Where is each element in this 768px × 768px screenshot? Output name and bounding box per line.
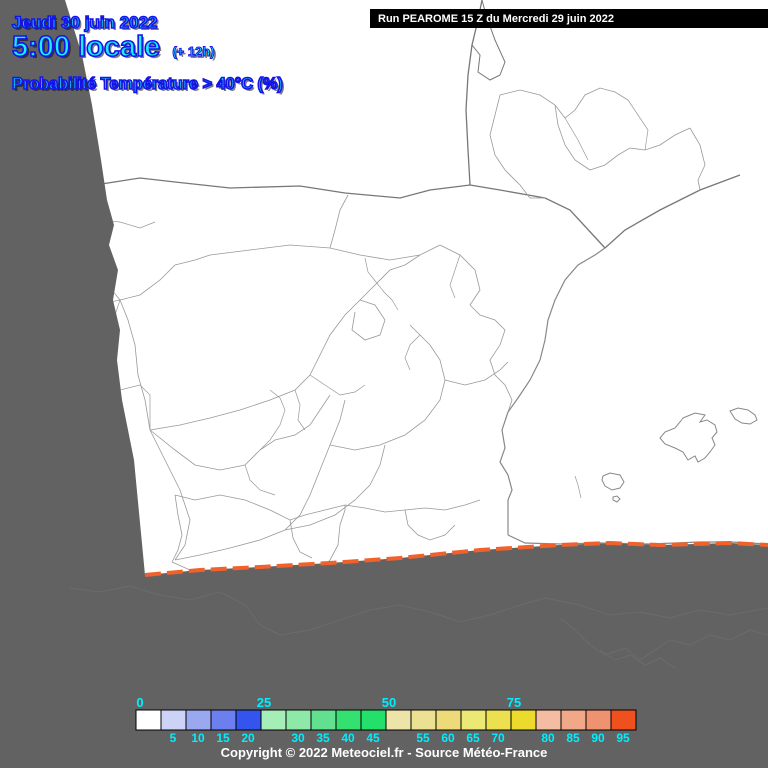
svg-text:50: 50 <box>382 695 396 710</box>
svg-text:95: 95 <box>616 731 630 745</box>
svg-text:20: 20 <box>241 731 255 745</box>
svg-text:40: 40 <box>341 731 355 745</box>
svg-text:30: 30 <box>291 731 305 745</box>
svg-text:55: 55 <box>416 731 430 745</box>
svg-text:5: 5 <box>170 731 177 745</box>
svg-text:10: 10 <box>191 731 205 745</box>
svg-text:60: 60 <box>441 731 455 745</box>
svg-text:45: 45 <box>366 731 380 745</box>
svg-text:75: 75 <box>507 695 521 710</box>
svg-text:Run PEAROME 15 Z du Mercredi 2: Run PEAROME 15 Z du Mercredi 29 juin 202… <box>378 13 614 25</box>
svg-text:70: 70 <box>491 731 505 745</box>
svg-text:25: 25 <box>257 695 271 710</box>
svg-text:80: 80 <box>541 731 555 745</box>
svg-text:85: 85 <box>566 731 580 745</box>
svg-text:65: 65 <box>466 731 480 745</box>
svg-text:15: 15 <box>216 731 230 745</box>
svg-text:35: 35 <box>316 731 330 745</box>
svg-text:90: 90 <box>591 731 605 745</box>
svg-text:Copyright © 2022 Meteociel.fr: Copyright © 2022 Meteociel.fr - Source M… <box>221 745 548 760</box>
svg-text:0: 0 <box>136 695 143 710</box>
